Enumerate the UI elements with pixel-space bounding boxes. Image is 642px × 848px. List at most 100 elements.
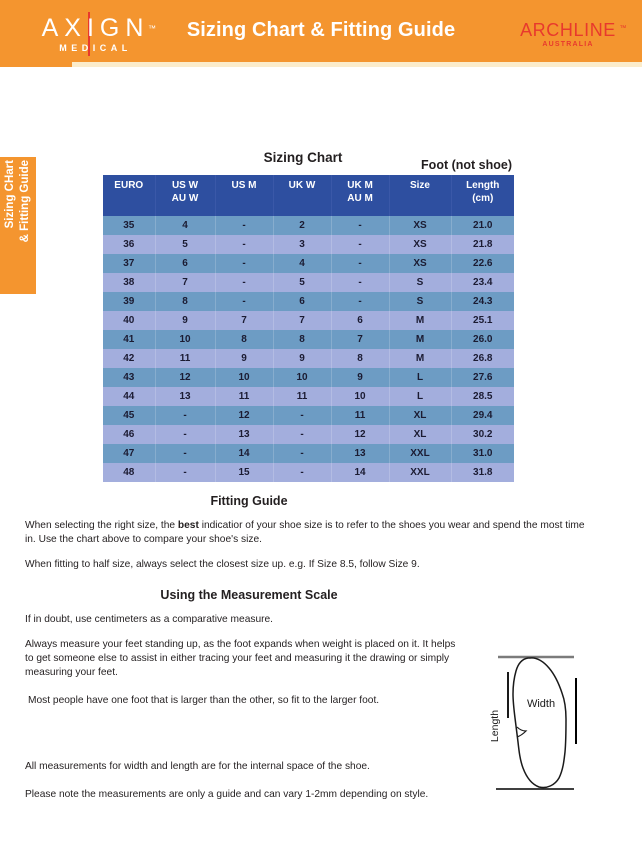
- table-cell-euro: 38: [103, 273, 156, 292]
- table-row: 39 8-6- S 24.3: [103, 292, 514, 311]
- header-underline: [0, 62, 642, 67]
- table-cell-length: 24.3: [451, 292, 514, 311]
- table-cell-uk-w: 3: [273, 235, 332, 254]
- table-cell-length: 22.6: [451, 254, 514, 273]
- header-label: Size: [409, 180, 430, 191]
- fitting-guide-heading: Fitting Guide: [210, 494, 288, 508]
- table-header-cell-length: Length (cm): [451, 175, 514, 216]
- table-cell-euro: 46: [103, 425, 156, 444]
- axign-medical-logo: AXIGN ™ MEDICAL: [32, 12, 156, 56]
- table-cell-length: 29.4: [451, 406, 514, 425]
- table-cell-uk-m: 8: [331, 349, 390, 368]
- foot-measurement-diagram: Width Length: [484, 648, 634, 834]
- table-cell-euro: 41: [103, 330, 156, 349]
- table-cell-size: XS: [389, 235, 452, 254]
- table-cell-uk-m: 6: [331, 311, 390, 330]
- table-cell-us-w: 6: [155, 254, 216, 273]
- fg-p1-bold: best: [177, 520, 199, 531]
- table-cell-length: 21.8: [451, 235, 514, 254]
- table-cell-us-m: 13: [215, 425, 274, 444]
- table-cell-uk-w: 4: [273, 254, 332, 273]
- table-cell-uk-m: 14: [331, 463, 390, 482]
- table-row: 36 5-3- XS 21.8: [103, 235, 514, 254]
- archline-logo-wordmark: ARCHLINE: [520, 20, 616, 40]
- table-row: 35 4-2- XS 21.0: [103, 216, 514, 235]
- table-cell-size: XL: [389, 406, 452, 425]
- table-cell-size: XXL: [389, 463, 452, 482]
- table-header-cell-uk-m: UK M AU M: [331, 175, 390, 216]
- table-cell-length: 23.4: [451, 273, 514, 292]
- table-header-cell-euro: EURO: [103, 175, 156, 216]
- foot-not-shoe-label: Foot (not shoe): [421, 158, 512, 172]
- table-cell-uk-w: 11: [273, 387, 332, 406]
- axign-logo-subtitle: MEDICAL: [59, 43, 132, 53]
- fg-p1-after: indicatior of your shoe size is to refer…: [25, 520, 585, 545]
- header-label: US W: [171, 180, 199, 191]
- table-cell-us-m: -: [215, 216, 274, 235]
- measurement-paragraph-2: Always measure your feet standing up, as…: [25, 639, 456, 678]
- table-cell-us-w: 12: [155, 368, 216, 387]
- table-cell-size: M: [389, 349, 452, 368]
- fitting-guide-paragraph-1: When selecting the right size, the best …: [25, 519, 596, 547]
- table-cell-uk-w: 6: [273, 292, 332, 311]
- table-row: 46-13-12 XL 30.2: [103, 425, 514, 444]
- table-cell-us-m: 12: [215, 406, 274, 425]
- table-cell-uk-w: 10: [273, 368, 332, 387]
- table-header-cell-uk-w: UK W: [273, 175, 332, 216]
- table-cell-uk-w: -: [273, 406, 332, 425]
- side-tab-line-1: Sizing CHart: [4, 160, 16, 229]
- measurement-paragraph-5: Please note the measurements are only a …: [25, 789, 429, 800]
- header-label: Length: [466, 180, 500, 191]
- table-header-row: EURO US W AU W US M UK W UK M AU M Size Length (c…: [103, 175, 514, 216]
- table-cell-euro: 45: [103, 406, 156, 425]
- table-cell-uk-w: -: [273, 425, 332, 444]
- archline-trademark-icon: ™: [619, 25, 627, 32]
- table-cell-uk-m: 7: [331, 330, 390, 349]
- table-cell-us-m: 8: [215, 330, 274, 349]
- table-cell-uk-m: -: [331, 292, 390, 311]
- table-cell-us-m: 11: [215, 387, 274, 406]
- table-cell-length: 26.0: [451, 330, 514, 349]
- table-row: 45-12-11 XL 29.4: [103, 406, 514, 425]
- side-tab-line-2: & Fitting Guide: [19, 160, 31, 243]
- table-cell-size: XS: [389, 254, 452, 273]
- width-label: Width: [527, 698, 555, 710]
- measurement-scale-heading: Using the Measurement Scale: [160, 588, 338, 602]
- table-cell-us-m: -: [215, 235, 274, 254]
- table-cell-uk-w: 8: [273, 330, 332, 349]
- table-row: 43 12 10 10 9 L 27.6: [103, 368, 514, 387]
- table-cell-uk-m: 10: [331, 387, 390, 406]
- table-cell-uk-m: 11: [331, 406, 390, 425]
- table-cell-size: M: [389, 311, 452, 330]
- table-cell-euro: 39: [103, 292, 156, 311]
- measurement-paragraph-1: If in doubt, use centimeters as a compar…: [25, 614, 274, 625]
- table-cell-euro: 35: [103, 216, 156, 235]
- table-cell-euro: 42: [103, 349, 156, 368]
- header-sublabel: AU W: [171, 193, 199, 204]
- side-tab-sizing-chart: Sizing CHart & Fitting Guide: [0, 157, 36, 294]
- table-cell-uk-m: -: [331, 235, 390, 254]
- table-cell-length: 26.8: [451, 349, 514, 368]
- measurement-paragraph-3: Most people have one foot that is larger…: [28, 695, 380, 706]
- table-cell-us-w: 9: [155, 311, 216, 330]
- table-cell-us-m: 14: [215, 444, 274, 463]
- table-cell-uk-m: -: [331, 216, 390, 235]
- table-cell-uk-m: 12: [331, 425, 390, 444]
- table-cell-length: 27.6: [451, 368, 514, 387]
- table-body: 35 4-2- XS 21.0 36 5-3- XS 21.8 37 6-4- XS 22.6 38 7-…: [103, 216, 514, 482]
- page-title: Sizing Chart & Fitting Guide: [186, 19, 456, 41]
- archline-logo-subtitle: AUSTRALIA: [542, 41, 594, 48]
- table-cell-us-w: -: [155, 425, 216, 444]
- table-cell-size: XS: [389, 216, 452, 235]
- table-row: 44 13 11 11 10 L 28.5: [103, 387, 514, 406]
- table-cell-us-w: 13: [155, 387, 216, 406]
- sizing-chart-table: EURO US W AU W US M UK W UK M AU M Size Length (c…: [103, 175, 514, 482]
- table-cell-us-w: 7: [155, 273, 216, 292]
- header-label: UK W: [288, 180, 316, 191]
- header-label: UK M: [347, 180, 373, 191]
- table-cell-uk-w: 9: [273, 349, 332, 368]
- table-cell-euro: 37: [103, 254, 156, 273]
- table-cell-us-m: 15: [215, 463, 274, 482]
- footprint-outline: [512, 657, 567, 789]
- table-row: 48-15-14 XXL 31.8: [103, 463, 514, 482]
